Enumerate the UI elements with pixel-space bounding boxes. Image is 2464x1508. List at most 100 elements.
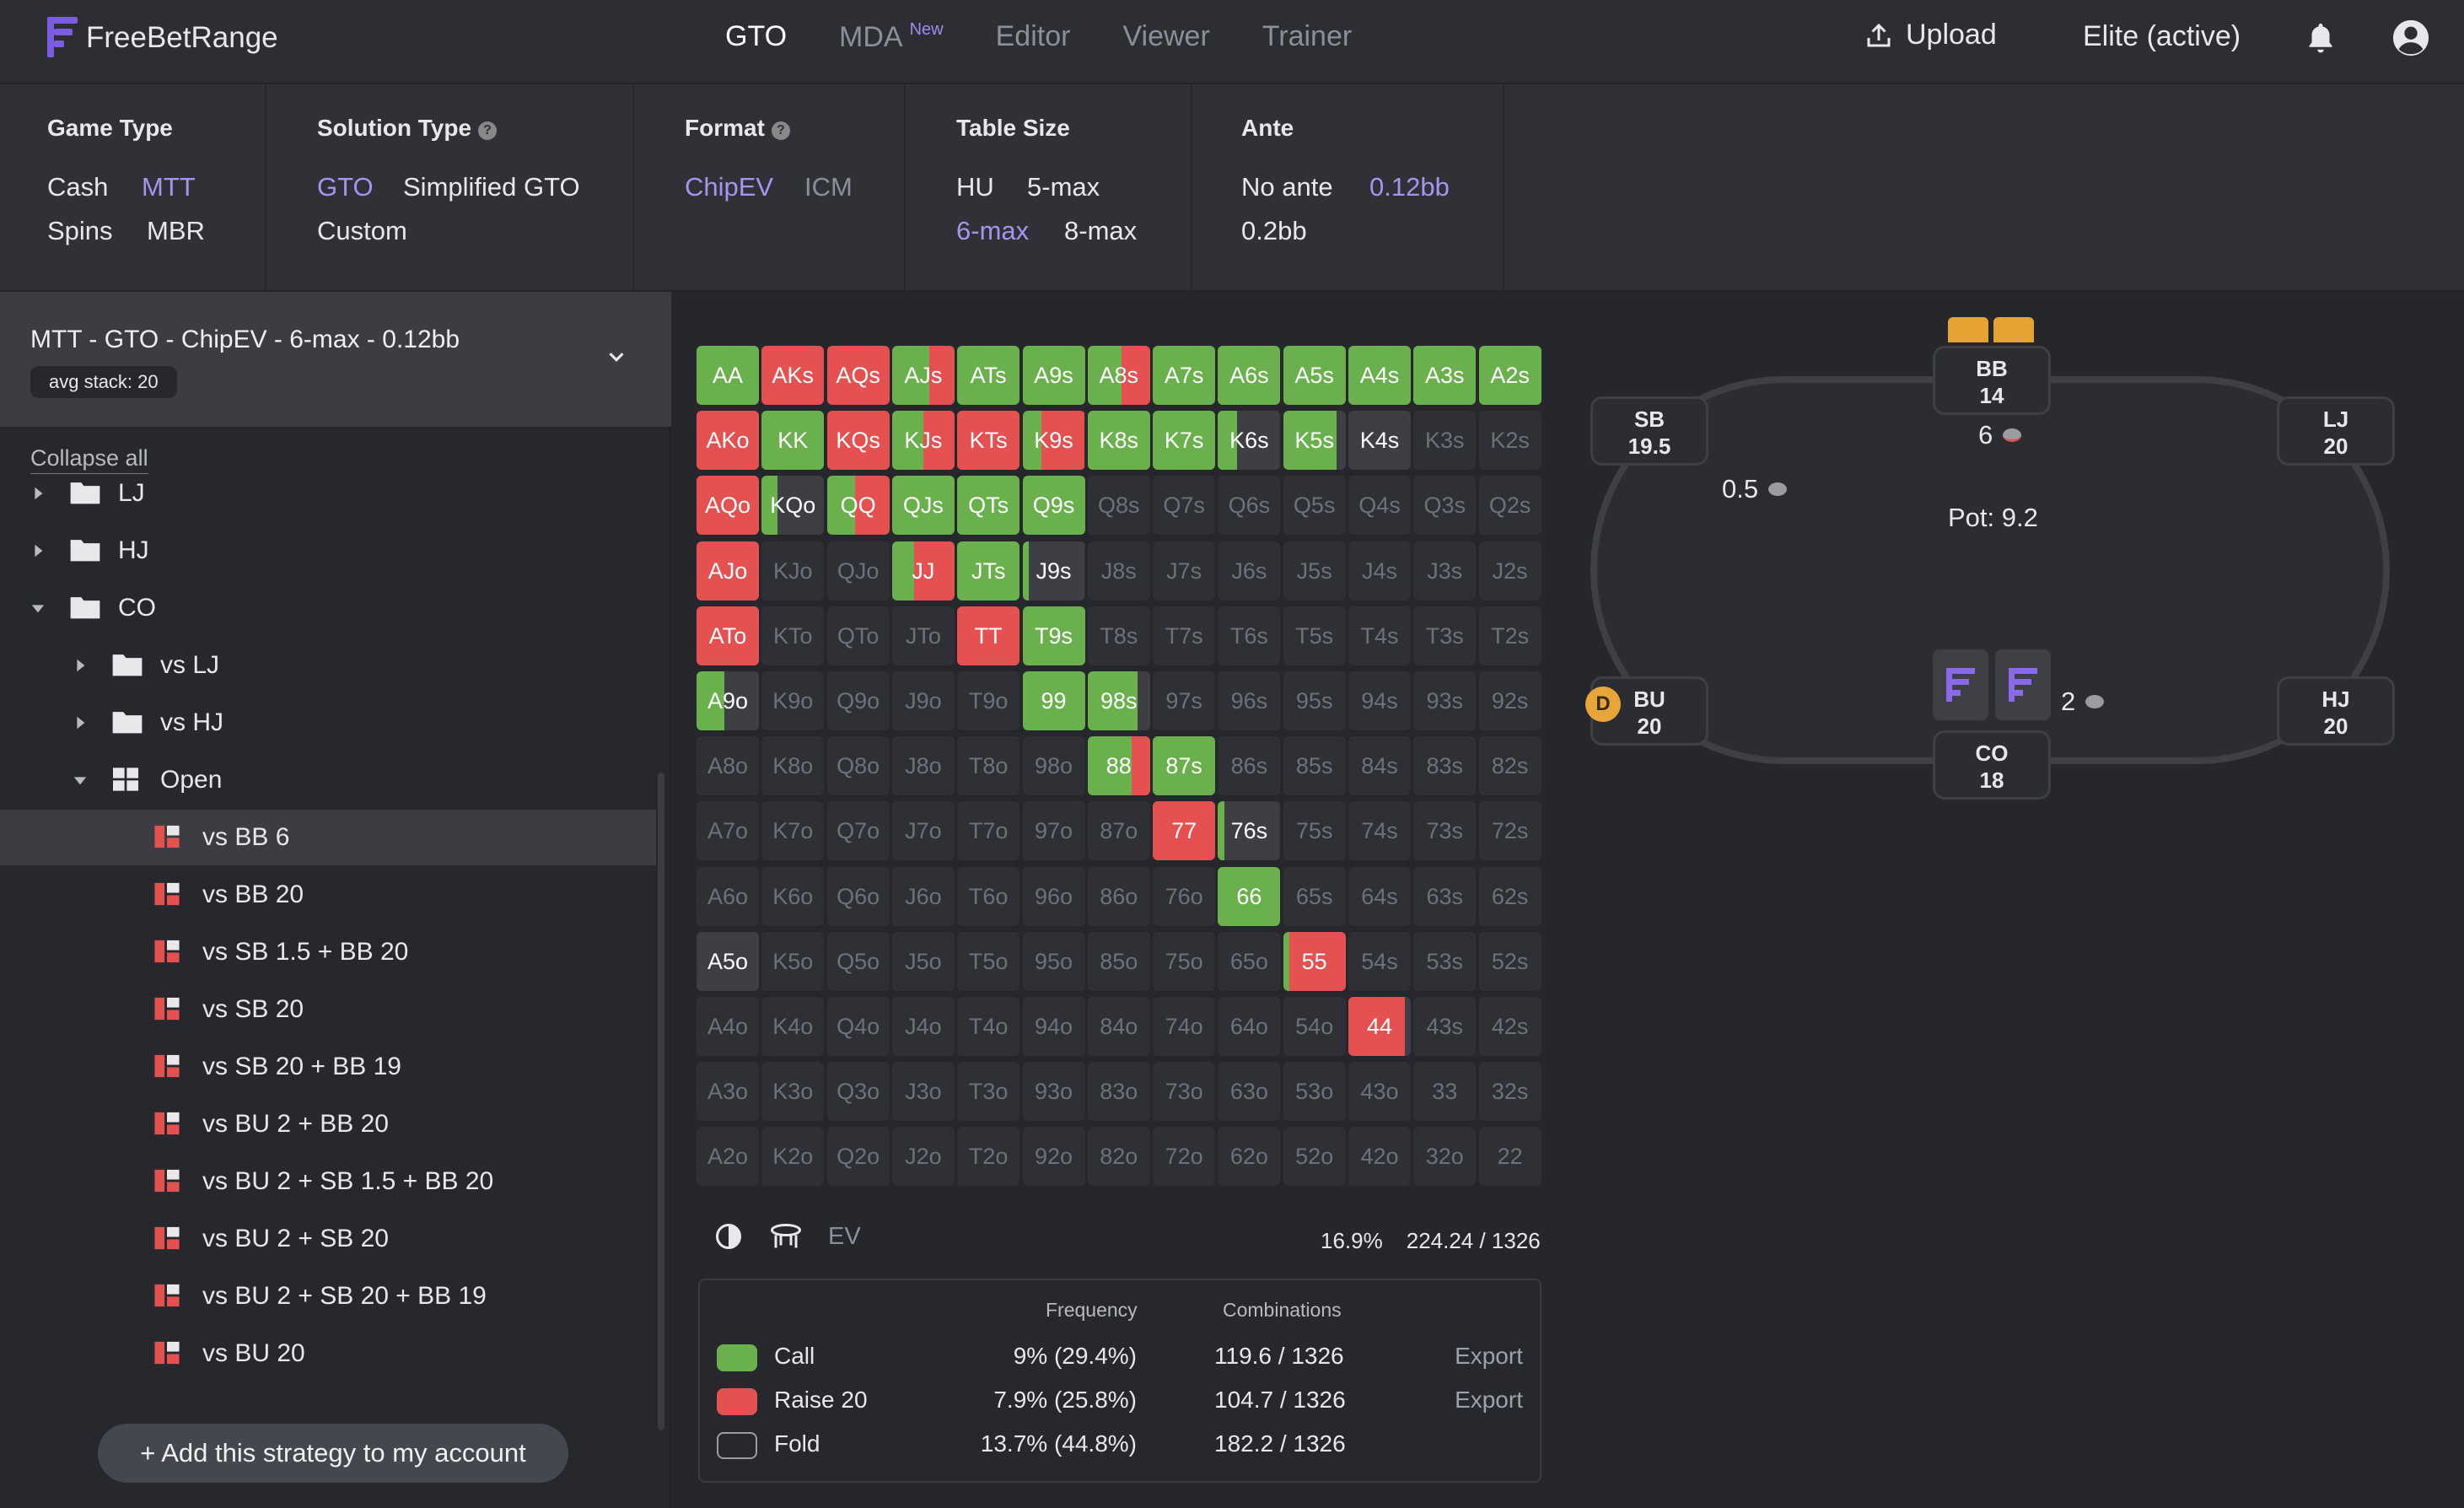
hand-cell-k5o[interactable]: K5o [761, 931, 825, 991]
hand-cell-86o[interactable]: 86o [1087, 866, 1150, 926]
hand-cell-52s[interactable]: 52s [1478, 931, 1541, 991]
hand-cell-qjs[interactable]: QJs [891, 476, 955, 536]
hand-cell-q2o[interactable]: Q2o [826, 1127, 890, 1187]
hand-cell-a7o[interactable]: A7o [697, 801, 759, 861]
hand-cell-t8s[interactable]: T8s [1087, 606, 1150, 665]
caret-down-icon[interactable] [73, 773, 88, 788]
hand-cell-95o[interactable]: 95o [1022, 931, 1085, 991]
hand-cell-jts[interactable]: JTs [957, 541, 1020, 601]
hand-cell-j3s[interactable]: J3s [1413, 541, 1477, 601]
hand-cell-94s[interactable]: 94s [1348, 671, 1411, 730]
hand-cell-62o[interactable]: 62o [1218, 1127, 1281, 1187]
table-icon[interactable] [769, 1221, 803, 1252]
hand-cell-j2o[interactable]: J2o [891, 1127, 955, 1187]
hand-cell-k6o[interactable]: K6o [761, 866, 825, 926]
table-size-8max[interactable]: 8-max [1064, 216, 1138, 245]
hand-cell-kk[interactable]: KK [761, 411, 825, 471]
ante-012[interactable]: 0.12bb [1369, 172, 1450, 202]
hand-cell-43o[interactable]: 43o [1348, 1062, 1411, 1122]
hand-cell-73s[interactable]: 73s [1413, 801, 1477, 861]
hand-cell-75s[interactable]: 75s [1283, 801, 1346, 861]
hand-cell-kjs[interactable]: KJs [891, 411, 955, 471]
hand-cell-k4s[interactable]: K4s [1348, 411, 1411, 471]
hand-cell-k5s[interactable]: K5s [1283, 411, 1346, 471]
sidebar-header[interactable]: MTT - GTO - ChipEV - 6-max - 0.12bb avg … [0, 292, 671, 427]
nav-mda[interactable]: MDA New [839, 20, 944, 54]
hand-cell-k6s[interactable]: K6s [1218, 411, 1281, 471]
hand-cell-a4s[interactable]: A4s [1348, 346, 1411, 405]
help-icon[interactable]: ? [478, 121, 498, 140]
hand-cell-t2o[interactable]: T2o [957, 1127, 1020, 1187]
hand-cell-aks[interactable]: AKs [761, 346, 825, 405]
hand-cell-k7s[interactable]: K7s [1153, 411, 1216, 471]
tree-item[interactable]: vs BU 2 + BB 20 [0, 1096, 656, 1152]
hand-cell-42o[interactable]: 42o [1348, 1127, 1411, 1187]
hand-cell-j9s[interactable]: J9s [1022, 541, 1085, 601]
hand-cell-tt[interactable]: TT [957, 606, 1020, 665]
tree-item[interactable]: vs SB 20 + BB 19 [0, 1039, 656, 1095]
hand-cell-t8o[interactable]: T8o [957, 736, 1020, 796]
caret-right-icon[interactable] [73, 715, 88, 730]
hand-cell-j5o[interactable]: J5o [891, 931, 955, 991]
hand-cell-t5o[interactable]: T5o [957, 931, 1020, 991]
game-type-cash[interactable]: Cash [47, 172, 109, 202]
hand-cell-t3o[interactable]: T3o [957, 1062, 1020, 1122]
hand-cell-k4o[interactable]: K4o [761, 997, 825, 1056]
game-type-mtt[interactable]: MTT [142, 172, 196, 202]
seat-hj[interactable]: HJ 20 [2277, 676, 2395, 746]
hand-cell-85s[interactable]: 85s [1283, 736, 1346, 796]
hand-cell-77[interactable]: 77 [1153, 801, 1216, 861]
seat-bb[interactable]: BB 14 [1933, 346, 2051, 415]
hand-cell-a7s[interactable]: A7s [1153, 346, 1216, 405]
hand-cell-53o[interactable]: 53o [1283, 1062, 1346, 1122]
hand-cell-43s[interactable]: 43s [1413, 997, 1477, 1056]
hand-cell-q8o[interactable]: Q8o [826, 736, 890, 796]
hand-cell-a5o[interactable]: A5o [697, 931, 759, 991]
sidebar-scrollbar[interactable] [658, 773, 664, 1430]
tree-item[interactable]: LJ [0, 466, 656, 521]
ante-02[interactable]: 0.2bb [1241, 216, 1307, 245]
hand-cell-k8o[interactable]: K8o [761, 736, 825, 796]
hand-cell-65o[interactable]: 65o [1218, 931, 1281, 991]
hand-cell-t4s[interactable]: T4s [1348, 606, 1411, 665]
upload-button[interactable]: Upload [1864, 19, 1997, 51]
hand-cell-aqs[interactable]: AQs [826, 346, 890, 405]
hand-cell-k9o[interactable]: K9o [761, 671, 825, 730]
hand-cell-ajo[interactable]: AJo [697, 541, 759, 601]
tree-item[interactable]: vs HJ [0, 695, 656, 751]
hand-cell-kjo[interactable]: KJo [761, 541, 825, 601]
export-button[interactable]: Export [1455, 1343, 1523, 1369]
hand-cell-t5s[interactable]: T5s [1283, 606, 1346, 665]
hand-cell-j7o[interactable]: J7o [891, 801, 955, 861]
hand-cell-k2s[interactable]: K2s [1478, 411, 1541, 471]
hand-cell-ako[interactable]: AKo [697, 411, 759, 471]
hand-cell-kqo[interactable]: KQo [761, 476, 825, 536]
table-size-5max[interactable]: 5-max [1027, 172, 1100, 202]
hand-cell-q2s[interactable]: Q2s [1478, 476, 1541, 536]
tree-item[interactable]: vs BU 2 + SB 20 + BB 19 [0, 1268, 656, 1324]
hand-cell-j7s[interactable]: J7s [1153, 541, 1216, 601]
logo[interactable]: FreeBetRange [46, 17, 278, 59]
hand-cell-q8s[interactable]: Q8s [1087, 476, 1150, 536]
export-button[interactable]: Export [1455, 1387, 1523, 1413]
hand-cell-j6s[interactable]: J6s [1218, 541, 1281, 601]
hand-cell-54o[interactable]: 54o [1283, 997, 1346, 1056]
hand-cell-94o[interactable]: 94o [1022, 997, 1085, 1056]
plan-status[interactable]: Elite (active) [2083, 20, 2241, 52]
tree-item[interactable]: vs SB 1.5 + BB 20 [0, 924, 656, 980]
hand-cell-j5s[interactable]: J5s [1283, 541, 1346, 601]
hand-cell-j9o[interactable]: J9o [891, 671, 955, 730]
caret-right-icon[interactable] [30, 543, 46, 558]
hand-cell-52o[interactable]: 52o [1283, 1127, 1346, 1187]
hand-cell-t6s[interactable]: T6s [1218, 606, 1281, 665]
hand-cell-62s[interactable]: 62s [1478, 866, 1541, 926]
caret-right-icon[interactable] [30, 486, 46, 501]
hand-cell-t9s[interactable]: T9s [1022, 606, 1085, 665]
solution-simplified-gto[interactable]: Simplified GTO [403, 172, 580, 202]
hand-cell-73o[interactable]: 73o [1153, 1062, 1216, 1122]
hand-cell-q9o[interactable]: Q9o [826, 671, 890, 730]
hand-cell-32s[interactable]: 32s [1478, 1062, 1541, 1122]
hand-cell-a8o[interactable]: A8o [697, 736, 759, 796]
hand-cell-qq[interactable]: QQ [826, 476, 890, 536]
hand-cell-72s[interactable]: 72s [1478, 801, 1541, 861]
